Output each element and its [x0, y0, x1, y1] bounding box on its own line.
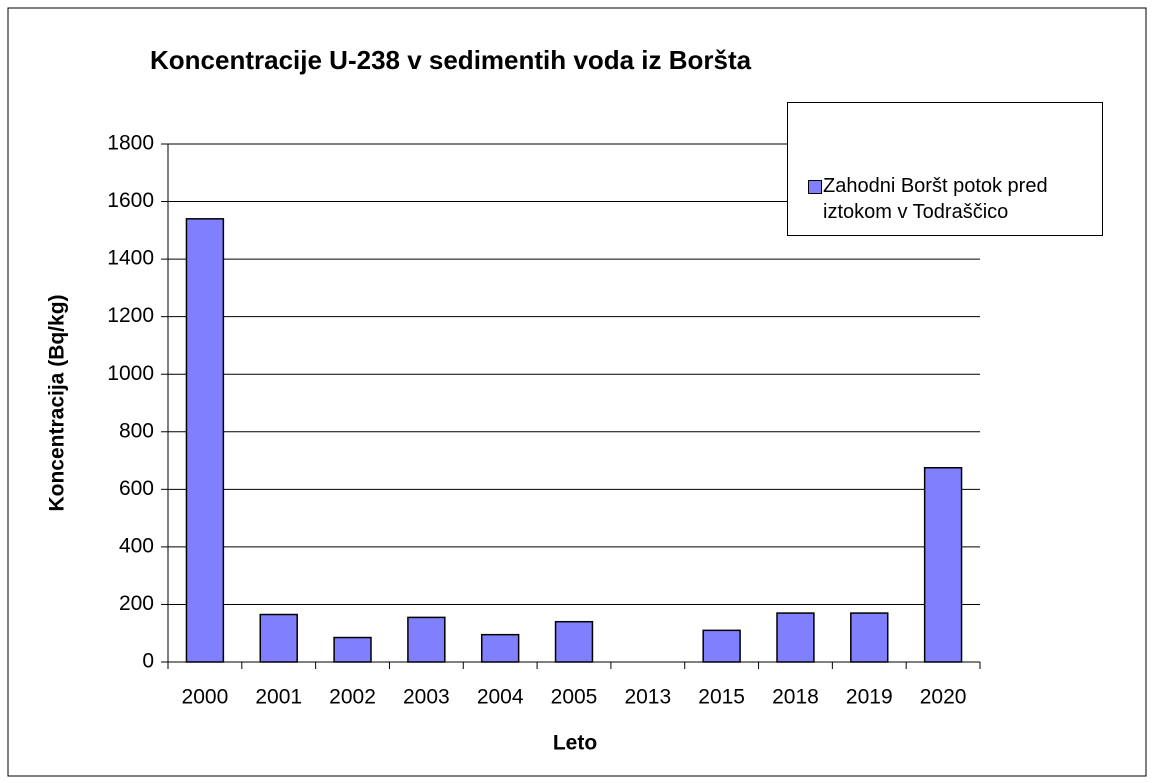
- x-tick-label: 2019: [846, 686, 893, 709]
- bar: [407, 616, 446, 663]
- bar: [776, 612, 815, 663]
- y-tick-label: 1800: [107, 132, 154, 155]
- y-axis-label: Koncentracija (Bq/kg): [46, 294, 69, 511]
- legend: Zahodni Boršt potok pred iztokom v Todra…: [787, 102, 1103, 236]
- chart-title: Koncentracije U-238 v sedimentih voda iz…: [150, 45, 752, 75]
- y-tick-label: 400: [119, 534, 154, 557]
- y-tick-label: 1000: [107, 362, 154, 385]
- x-tick-label: 2004: [477, 686, 524, 709]
- legend-swatch: [808, 180, 822, 194]
- bar: [333, 636, 372, 663]
- y-tick-label: 1200: [107, 304, 154, 327]
- bar: [850, 612, 889, 663]
- bar: [480, 633, 520, 663]
- bar: [259, 613, 298, 663]
- x-tick-label: 2001: [255, 686, 302, 709]
- x-tick-label: 2003: [403, 686, 450, 709]
- y-tick-label: 800: [119, 419, 154, 442]
- y-tick-label: 0: [142, 650, 154, 673]
- x-tick-label: 2000: [182, 686, 229, 709]
- bar: [185, 218, 225, 663]
- y-tick-label: 600: [119, 477, 154, 500]
- y-tick-label: 1400: [107, 247, 154, 270]
- x-tick-label: 2013: [624, 686, 671, 709]
- x-tick-label: 2015: [698, 686, 745, 709]
- x-tick-label: 2005: [551, 686, 598, 709]
- bar: [702, 629, 741, 663]
- x-axis-label: Leto: [553, 732, 597, 755]
- x-tick-label: 2002: [329, 686, 376, 709]
- y-tick-label: 1600: [107, 189, 154, 212]
- x-tick-label: 2018: [772, 686, 819, 709]
- x-tick-label: 2020: [920, 686, 967, 709]
- bar: [554, 620, 594, 663]
- y-tick-label: 200: [119, 592, 154, 615]
- legend-label: Zahodni Boršt potok pred iztokom v Todra…: [823, 175, 1048, 223]
- bar: [923, 467, 963, 663]
